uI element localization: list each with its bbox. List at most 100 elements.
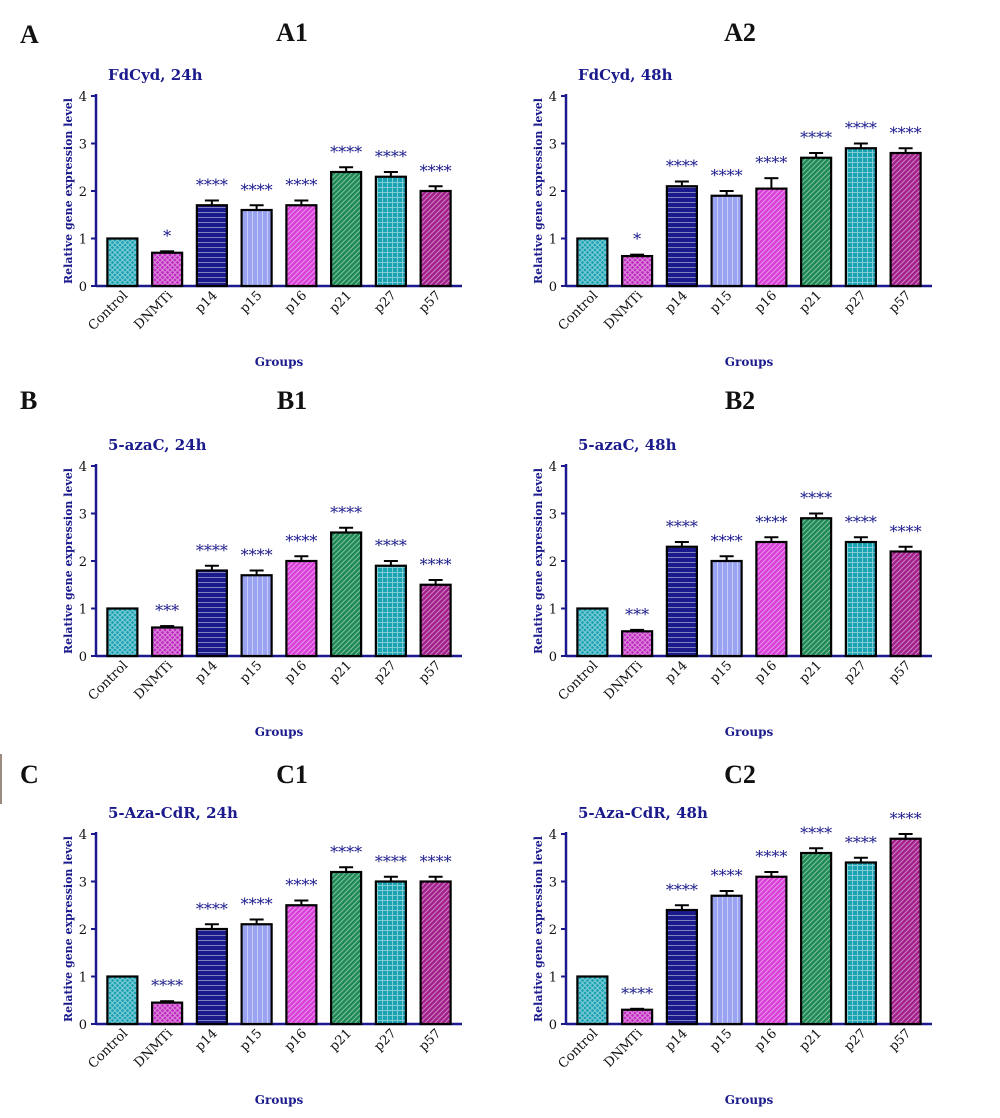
bar: [195, 569, 228, 658]
bar: [106, 975, 139, 1026]
y-tick-label: 3: [549, 138, 557, 153]
chart-svg: FdCyd, 24h Relative gene expression level…: [62, 66, 462, 369]
y-tick-label: 1: [549, 971, 557, 986]
x-tick-label: p14: [663, 1026, 691, 1054]
x-tick-label: DNMTi: [131, 658, 176, 703]
y-tick-label: 4: [79, 828, 87, 843]
bar: [755, 187, 788, 288]
significance-label: ****: [800, 489, 832, 508]
panel-id-a1: A1: [276, 18, 308, 47]
significance-label: ****: [375, 147, 407, 166]
significance-label: *: [163, 226, 171, 245]
chart-panel-b1: 5-azaC, 24h Relative gene expression leve…: [0, 430, 470, 750]
significance-label: ****: [890, 809, 922, 828]
row-letter-a: A: [20, 20, 39, 49]
bar: [374, 175, 407, 288]
bar: [621, 630, 654, 658]
x-tick-label: DNMTi: [601, 1026, 646, 1071]
x-tick-label: Control: [556, 288, 602, 334]
x-tick-label: Control: [86, 288, 132, 334]
panel-id-b1: B1: [276, 386, 308, 415]
x-tick-label: p21: [327, 1026, 355, 1054]
chart-svg: 5-azaC, 24h Relative gene expression leve…: [62, 436, 462, 739]
y-tick-label: 4: [549, 90, 557, 105]
x-tick-label: DNMTi: [131, 1026, 176, 1071]
chart-title: 5-Aza-CdR, 48h: [578, 804, 708, 822]
significance-label: ****: [755, 847, 787, 866]
significance-label: ****: [241, 546, 273, 565]
significance-label: ***: [155, 601, 179, 620]
significance-label: ****: [711, 531, 743, 550]
bar: [844, 147, 877, 288]
x-tick-label: p27: [372, 288, 400, 316]
y-tick-label: 4: [79, 460, 87, 475]
x-tick-label: p16: [752, 288, 780, 316]
y-tick-label: 3: [549, 876, 557, 891]
significance-label: ****: [711, 866, 743, 885]
chart-title: 5-azaC, 24h: [108, 436, 207, 454]
y-axis-label: Relative gene expression level: [532, 836, 545, 1022]
chart-title: FdCyd, 48h: [578, 66, 673, 84]
y-tick-label: 3: [549, 508, 557, 523]
significance-label: ****: [621, 984, 653, 1003]
chart-title: FdCyd, 24h: [108, 66, 203, 84]
bar: [106, 607, 139, 658]
bar: [755, 875, 788, 1026]
x-tick-label: p27: [842, 1026, 870, 1054]
chart-panel-b2: 5-azaC, 48h Relative gene expression leve…: [470, 430, 940, 750]
row-letter-c: C: [20, 760, 39, 789]
significance-label: ****: [845, 512, 877, 531]
x-tick-label: p27: [842, 658, 870, 686]
y-tick-label: 2: [79, 185, 87, 200]
significance-label: ****: [666, 517, 698, 536]
x-tick-label: p15: [237, 288, 265, 316]
bar: [240, 208, 273, 288]
x-tick-label: p15: [707, 288, 735, 316]
chart-svg: 5-azaC, 48h Relative gene expression leve…: [532, 436, 932, 739]
significance-label: ****: [420, 161, 452, 180]
x-tick-label: DNMTi: [601, 658, 646, 703]
y-tick-label: 4: [549, 828, 557, 843]
x-axis-label: Groups: [725, 355, 774, 369]
panel-id-b2: B2: [724, 386, 756, 415]
x-tick-label: p15: [237, 1026, 265, 1054]
bar: [195, 204, 228, 288]
x-tick-label: p16: [752, 658, 780, 686]
y-axis-label: Relative gene expression level: [62, 836, 75, 1022]
x-tick-label: p57: [416, 658, 444, 686]
y-tick-label: 1: [549, 233, 557, 248]
chart-svg: FdCyd, 48h Relative gene expression level…: [532, 66, 932, 369]
x-tick-label: Control: [556, 658, 602, 704]
significance-label: ****: [196, 899, 228, 918]
significance-label: *: [633, 230, 641, 249]
bar: [576, 237, 609, 288]
chart-panel-a2: FdCyd, 48h Relative gene expression level…: [470, 60, 940, 380]
significance-label: ****: [285, 876, 317, 895]
bar: [285, 559, 318, 658]
y-tick-label: 0: [79, 650, 87, 665]
y-tick-label: 3: [79, 138, 87, 153]
y-tick-label: 2: [79, 555, 87, 570]
bar: [621, 254, 654, 288]
bar: [419, 189, 452, 288]
significance-label: ****: [241, 180, 273, 199]
significance-label: ****: [890, 123, 922, 142]
significance-label: ****: [666, 880, 698, 899]
bar: [710, 194, 743, 288]
x-axis-label: Groups: [255, 725, 304, 739]
x-tick-label: p14: [193, 288, 221, 316]
significance-label: ****: [285, 176, 317, 195]
bar: [800, 156, 833, 288]
x-tick-label: p16: [282, 288, 310, 316]
x-tick-label: Control: [86, 1026, 132, 1072]
x-tick-label: p16: [752, 1026, 780, 1054]
significance-label: ****: [420, 852, 452, 871]
x-tick-label: DNMTi: [131, 288, 176, 333]
chart-title: 5-azaC, 48h: [578, 436, 677, 454]
y-tick-label: 0: [549, 1018, 557, 1033]
bar: [800, 517, 833, 658]
bar: [330, 170, 363, 288]
x-tick-label: p15: [707, 1026, 735, 1054]
x-tick-label: p57: [886, 658, 914, 686]
